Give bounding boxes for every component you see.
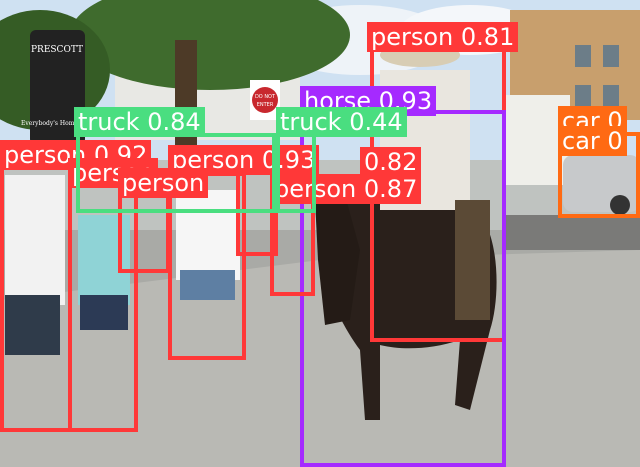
rider-leg (455, 200, 490, 320)
person-figure (180, 270, 235, 300)
town-sign-name: PRESCOTT (31, 45, 83, 55)
building-window (603, 45, 619, 67)
person-figure (5, 295, 60, 355)
detection-box-truck (76, 133, 276, 213)
person-figure (80, 295, 128, 330)
sign-text-line2: ENTER (257, 102, 274, 108)
detection-box-person (236, 170, 278, 256)
town-sign-slogan: Everybody's Hometown (21, 120, 93, 127)
horse-head (315, 195, 360, 325)
detection-label-truck: truck 0.84 (74, 107, 205, 137)
detection-label-person: person 0.87 (270, 174, 422, 204)
detection-label-car: car 0 (558, 126, 627, 156)
horse-body (320, 195, 497, 420)
person-figure (5, 175, 65, 305)
detection-box-person (0, 160, 72, 432)
building-window (603, 85, 619, 107)
town-sign (30, 30, 85, 145)
tree-trunk (175, 40, 197, 170)
road (505, 215, 640, 250)
detection-label-person-rider: person 0.81 (367, 22, 519, 52)
detection-box-truck (276, 133, 316, 213)
building-window (575, 45, 591, 67)
tree-foliage (70, 0, 350, 90)
person-figure (176, 190, 240, 280)
building-window (575, 85, 591, 107)
detection-label-person: person (118, 168, 209, 198)
detection-label-truck: truck 0.44 (276, 107, 407, 137)
sign-text-line1: DO NOT (255, 94, 276, 100)
do-not-enter-sign-disc (252, 87, 278, 113)
detection-label-person: 0.82 (360, 147, 422, 177)
car-wheel (610, 195, 630, 215)
